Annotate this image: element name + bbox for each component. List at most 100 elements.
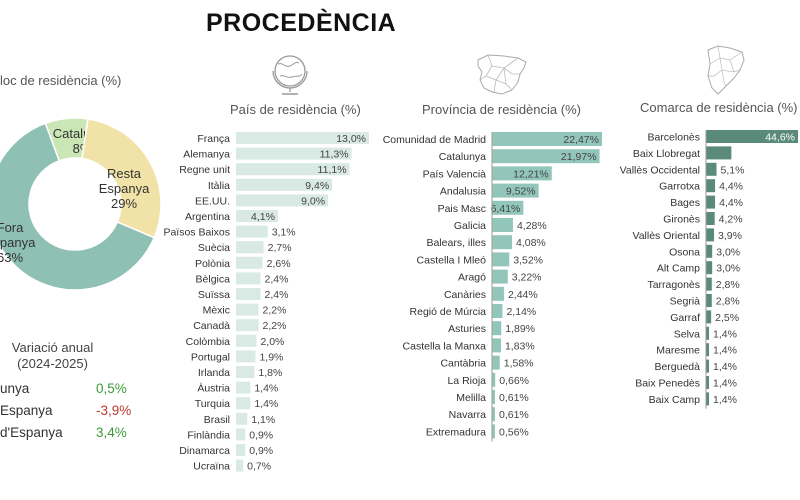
category-label: Osona (669, 246, 700, 258)
category-label: La Rioja (447, 375, 486, 387)
bar (236, 444, 246, 456)
category-label: Andalusia (440, 186, 486, 198)
category-label: Baix Llobregat (633, 148, 700, 160)
category-label: Asturies (448, 323, 486, 335)
category-label: Castella I Mleó (417, 254, 487, 266)
bar (492, 338, 501, 353)
bar (706, 310, 712, 324)
bar (492, 269, 508, 284)
bar (706, 294, 712, 307)
value-label: 9,52% (506, 186, 536, 198)
catalonia-map-icon (707, 45, 745, 95)
value-label: 1,4% (713, 328, 737, 340)
comarca-chart-title: Comarca de residència (%) (640, 100, 798, 115)
bar (236, 241, 264, 254)
category-label: Garraf (670, 312, 700, 324)
value-label: 2,0% (260, 336, 284, 348)
value-label: 3,0% (716, 263, 740, 275)
bar (492, 132, 602, 146)
bar (236, 319, 259, 332)
category-label: Bages (670, 197, 700, 209)
category-label: Regne unit (179, 164, 230, 176)
variation-value: -3,9% (96, 403, 132, 418)
bar (236, 272, 261, 285)
bar (492, 149, 600, 164)
bar (492, 424, 495, 439)
category-label: Segrià (670, 296, 701, 308)
category-label: Baix Penedès (635, 378, 700, 390)
value-label: 2,2% (263, 320, 287, 332)
bar (236, 459, 244, 472)
page-title: PROCEDÈNCIA (206, 9, 397, 37)
variation-label: unya (0, 381, 30, 396)
donut-slice (81, 118, 162, 239)
bar (706, 244, 713, 258)
donut-slice (0, 122, 156, 291)
bar (492, 407, 495, 422)
donut-label: Espanya (0, 235, 36, 250)
value-label: 2,8% (716, 296, 740, 308)
category-label: Argentina (185, 211, 230, 223)
variation-title-line2: (2024-2025) (17, 356, 88, 371)
category-label: Baix Camp (649, 394, 701, 406)
category-label: Galicia (454, 220, 486, 232)
category-label: EE.UU. (195, 195, 230, 207)
bar (706, 376, 709, 389)
value-label: 2,4% (265, 273, 289, 285)
value-label: 1,83% (505, 340, 535, 352)
category-label: Ucraïna (193, 461, 230, 473)
category-label: Dinamarca (179, 445, 230, 457)
value-label: 0,56% (499, 426, 529, 438)
category-label: Alemanya (183, 149, 230, 161)
category-label: Maresme (656, 345, 700, 357)
bar (706, 277, 712, 291)
category-label: Bèlgica (196, 273, 231, 285)
donut-title: loc de residència (%) (0, 73, 122, 88)
value-label: 1,4% (713, 345, 737, 357)
bar (706, 212, 715, 225)
value-label: 0,66% (499, 375, 529, 387)
category-label: Garrotxa (659, 181, 700, 193)
bar (236, 397, 251, 410)
category-label: Països Baixos (163, 227, 230, 239)
category-label: Irlanda (198, 367, 230, 379)
bar (706, 179, 716, 193)
province-bar-chart: Comunidad de Madrid 22,47% Catalunya 21,97%… (383, 132, 602, 442)
bar (706, 261, 713, 275)
value-label: 4,2% (719, 214, 743, 226)
bar (706, 162, 717, 176)
value-label: 11,1% (318, 164, 347, 176)
category-label: França (197, 133, 230, 145)
bar (492, 321, 502, 336)
value-label: 2,2% (263, 305, 287, 317)
value-label: 4,4% (719, 197, 743, 209)
category-label: Aragó (458, 272, 486, 284)
bar (236, 147, 352, 160)
value-label: 0,61% (499, 392, 529, 404)
bar (706, 195, 716, 209)
bar (492, 166, 552, 181)
category-label: Portugal (191, 351, 230, 363)
bar (236, 210, 278, 222)
category-label: Àustria (197, 382, 230, 395)
value-label: 2,44% (508, 289, 538, 301)
category-label: Tarragonès (647, 279, 700, 291)
value-label: 3,22% (512, 272, 542, 284)
value-label: 1,9% (259, 351, 283, 363)
category-label: Itàlia (208, 180, 230, 192)
category-label: Selva (674, 328, 700, 340)
category-label: Berguedà (654, 361, 700, 373)
value-label: 2,7% (268, 242, 292, 254)
donut-label: 29% (111, 196, 137, 211)
value-label: 4,1% (251, 211, 275, 223)
category-label: País Valencià (423, 168, 487, 180)
category-label: Navarra (449, 409, 487, 421)
bar (236, 163, 350, 176)
category-label: Turquia (195, 398, 230, 410)
variation-value: 0,5% (96, 381, 127, 396)
variation-label: Espanya (0, 403, 53, 418)
value-label: 1,58% (504, 358, 534, 370)
value-label: 3,52% (513, 254, 543, 266)
bar (706, 228, 715, 242)
bar (492, 286, 504, 301)
